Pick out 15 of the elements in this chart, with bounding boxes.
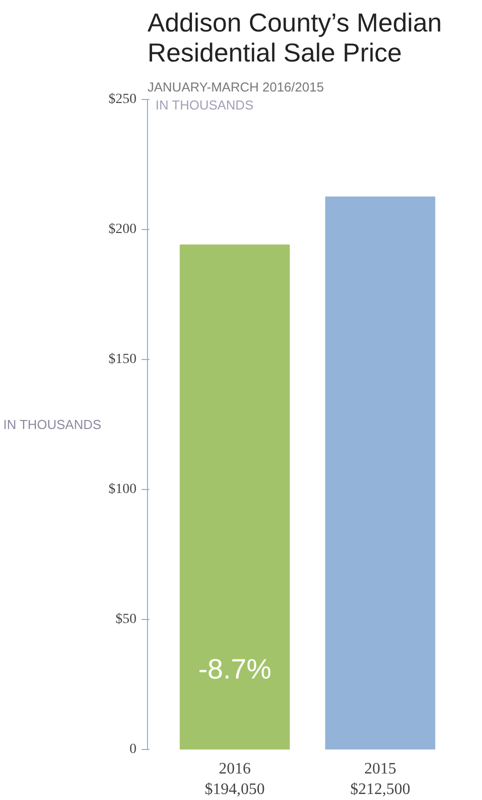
y-tick-label: $250	[108, 92, 136, 107]
y-tick-label: $150	[108, 352, 136, 367]
y-axis-title: IN THOUSANDS	[3, 417, 102, 432]
text: $212,500	[350, 780, 410, 798]
chart-title: Addison County’s Median Residential Sale Price	[148, 8, 442, 68]
x-tick-label: 2015	[364, 760, 396, 778]
y-tick-label: $100	[108, 482, 136, 497]
annotation: -8.7%	[198, 654, 272, 684]
chart-subtitle: JANUARY-MARCH 2016/2015	[148, 80, 324, 94]
y-tick-label: 0	[130, 742, 136, 757]
y-tick-label: $200	[108, 222, 136, 237]
y-tick-label: $50	[116, 612, 136, 627]
x-tick-label: 2016	[218, 760, 251, 778]
annotation: IN THOUSANDS	[156, 98, 254, 112]
text: $194,050	[204, 780, 265, 798]
